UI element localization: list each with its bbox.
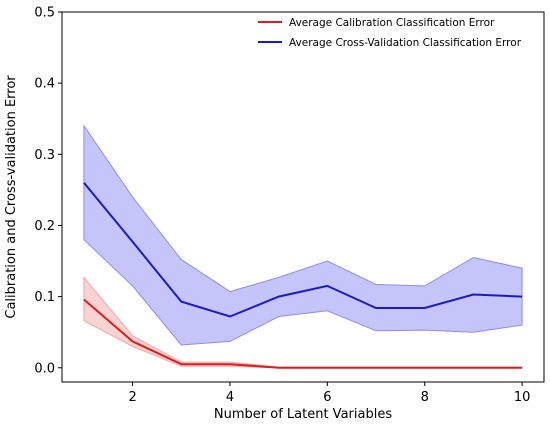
x-axis: 2 4 6 8 10 — [128, 382, 530, 405]
legend: Average Calibration Classification Error… — [258, 17, 522, 49]
y-tick-label: 0.4 — [34, 77, 55, 92]
y-tick-label: 0.3 — [34, 148, 55, 163]
legend-label-2: Average Cross-Validation Classification … — [289, 37, 522, 49]
x-axis-label: Number of Latent Variables — [214, 407, 392, 422]
x-tick-label: 10 — [514, 390, 531, 405]
x-tick-label: 4 — [226, 390, 234, 405]
x-tick-label: 8 — [421, 390, 429, 405]
y-tick-label: 0.2 — [34, 219, 55, 234]
plot-frame — [61, 11, 545, 383]
x-tick-label: 2 — [128, 390, 136, 405]
y-axis-label: Calibration and Cross-validation Error — [4, 75, 19, 319]
series-line-1 — [83, 298, 523, 369]
y-tick-label: 0.5 — [34, 6, 55, 21]
y-tick-label: 0.1 — [34, 290, 55, 305]
confidence-band-2 — [83, 124, 523, 346]
series-lines — [83, 182, 523, 369]
x-tick-label: 6 — [323, 390, 331, 405]
y-tick-label: 0.0 — [34, 361, 55, 376]
legend-label-1: Average Calibration Classification Error — [289, 17, 495, 29]
y-axis: 0.0 0.1 0.2 0.3 0.4 0.5 — [34, 6, 62, 376]
series-line-2 — [83, 182, 523, 318]
